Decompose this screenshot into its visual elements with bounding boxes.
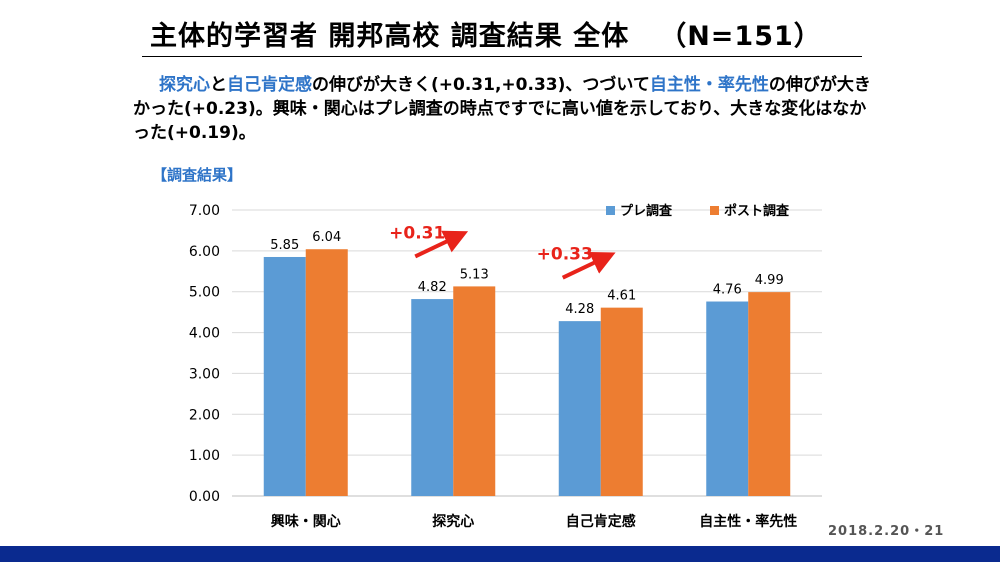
change-annotation: +0.31 <box>389 223 445 243</box>
bar-pre <box>263 256 306 496</box>
y-tick-label: 7.00 <box>189 203 220 219</box>
bar-pre <box>706 301 749 496</box>
summary-segment: と <box>210 75 227 95</box>
summary-text: 探究心と自己肯定感の伸びが大きく(+0.31,+0.33)、つづいて自主性・率先… <box>133 73 873 145</box>
footer-date: 2018.2.20・21 <box>828 524 945 539</box>
x-tick-label: 興味・関心 <box>271 514 341 530</box>
summary-highlight: 自己肯定感 <box>227 75 312 95</box>
footer-bar <box>0 546 1000 562</box>
legend-swatch <box>710 206 719 215</box>
data-label: 5.13 <box>460 267 489 282</box>
summary-highlight: 探究心 <box>159 75 210 95</box>
summary-segment: の伸びが大きく(+0.31,+0.33)、つづいて <box>312 75 650 95</box>
y-tick-label: 5.00 <box>189 285 220 301</box>
bar-post <box>600 307 643 496</box>
x-tick-label: 探究心 <box>432 513 474 530</box>
y-tick-label: 0.00 <box>189 489 220 505</box>
bar-post <box>305 249 348 496</box>
data-label: 4.82 <box>418 280 447 295</box>
y-tick-label: 3.00 <box>189 366 220 382</box>
sample-size-label: （N=151） <box>659 21 822 52</box>
bar-pre <box>558 321 601 496</box>
summary-segment: の伸びが大きかった(+0.23)。興味・関心はプレ調査の時点ですでに高い値を示し… <box>133 75 871 143</box>
change-arrow <box>414 230 469 259</box>
data-label: 6.04 <box>312 230 341 245</box>
bar-pre <box>411 299 454 496</box>
x-tick-label: 自主性・率先性 <box>699 513 797 530</box>
legend-swatch <box>606 206 615 215</box>
summary-highlight: 自主性・率先性 <box>649 75 769 95</box>
section-label: 【調査結果】 <box>152 166 243 184</box>
data-label: 4.99 <box>755 273 784 288</box>
bar-post <box>748 292 791 496</box>
y-tick-label: 4.00 <box>189 326 220 342</box>
x-tick-label: 自己肯定感 <box>566 513 636 530</box>
slide-title: 主体的学習者 開邦高校 調査結果 全体 （N=151） <box>150 14 822 53</box>
change-arrow <box>561 251 616 280</box>
y-tick-label: 2.00 <box>189 407 220 423</box>
legend-label: プレ調査 <box>620 203 673 219</box>
bar-post <box>453 286 496 496</box>
legend-label: ポスト調査 <box>724 203 790 219</box>
title-text: 主体的学習者 開邦高校 調査結果 全体 <box>150 21 630 52</box>
data-label: 4.61 <box>607 289 636 304</box>
title-underline <box>142 56 862 57</box>
data-label: 5.85 <box>270 238 299 253</box>
y-tick-label: 1.00 <box>189 448 220 464</box>
y-tick-label: 6.00 <box>189 244 220 260</box>
data-label: 4.76 <box>713 283 742 298</box>
data-label: 4.28 <box>565 302 594 317</box>
change-annotation: +0.33 <box>537 245 593 265</box>
